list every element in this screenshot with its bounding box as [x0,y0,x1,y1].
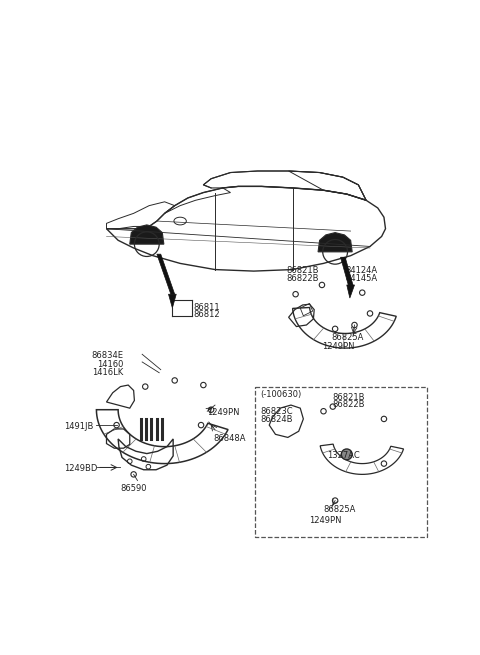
Text: 86822B: 86822B [286,274,319,283]
Polygon shape [130,225,164,244]
Text: 86848A: 86848A [214,434,246,443]
Text: 1327AC: 1327AC [327,451,360,460]
Text: 84145A: 84145A [345,274,377,283]
Polygon shape [340,257,353,285]
Text: 84124A: 84124A [345,267,377,276]
Text: 86811: 86811 [193,303,220,312]
Text: 1249PN: 1249PN [322,342,354,351]
Text: 1249BD: 1249BD [64,464,97,474]
Circle shape [341,449,352,460]
Text: (-100630): (-100630) [260,390,301,399]
Text: 86821B: 86821B [333,393,365,402]
Polygon shape [347,285,355,298]
Text: 1249PN: 1249PN [310,516,342,525]
Text: 86822B: 86822B [333,400,365,409]
Text: 86824B: 86824B [260,415,292,424]
Text: 86825A: 86825A [331,333,364,342]
Polygon shape [157,254,175,294]
Bar [255,386,427,536]
Text: 86834E: 86834E [91,351,123,360]
Text: 86590: 86590 [120,483,147,493]
Polygon shape [318,233,352,252]
Text: 1249PN: 1249PN [207,408,240,417]
Text: 1491JB: 1491JB [64,422,93,431]
Text: 86823C: 86823C [260,407,293,417]
Text: 86821B: 86821B [286,267,319,276]
Text: 1416LK: 1416LK [93,368,124,377]
Polygon shape [168,294,176,308]
Text: 86812: 86812 [193,310,220,320]
Text: 86825A: 86825A [324,505,356,514]
Text: 14160: 14160 [97,360,123,369]
